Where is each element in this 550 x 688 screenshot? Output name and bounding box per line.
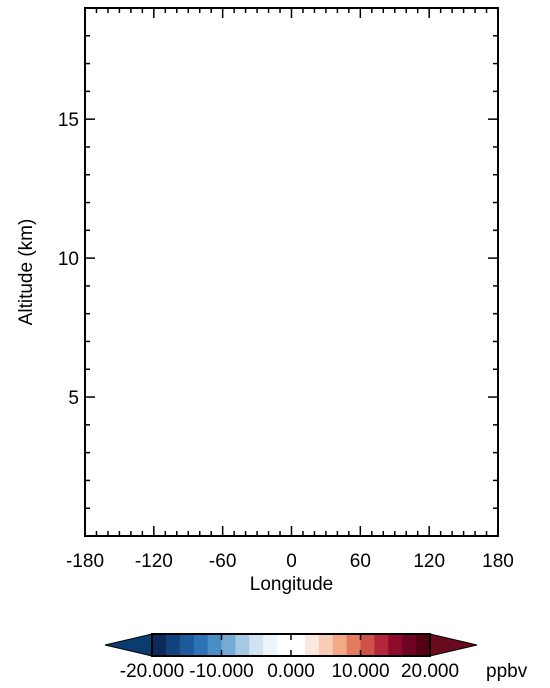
- colorbar-overflow-triangle: [429, 633, 478, 657]
- colorbar-cell: [304, 634, 320, 656]
- colorbar-tick-label: -20.000: [120, 661, 184, 682]
- colorbar-cells: [152, 634, 431, 656]
- y-axis-label: Altitude (km): [16, 219, 37, 326]
- x-tick-label: 0: [286, 551, 297, 572]
- colorbar-cell: [291, 634, 306, 656]
- colorbar-cell: [332, 634, 347, 656]
- colorbar-tick-label: 20.000: [401, 661, 459, 682]
- colorbar-tick-label: 10.000: [331, 661, 389, 682]
- y-axis-ticks: [85, 35, 498, 509]
- plot-area: -180 -120 -60 0 60 120 180 5 10 15: [58, 7, 514, 572]
- colorbar-cell: [152, 634, 167, 656]
- x-tick-label: -60: [209, 551, 236, 572]
- x-tick-label: -180: [66, 551, 104, 572]
- colorbar-tick-label: -10.000: [189, 661, 253, 682]
- x-tick-label: -120: [135, 551, 173, 572]
- colorbar-cell: [318, 634, 334, 656]
- colorbar-cell: [165, 634, 181, 656]
- x-tick-label: 180: [482, 551, 514, 572]
- x-axis-tick-labels: -180 -120 -60 0 60 120 180: [66, 551, 514, 572]
- colorbar-cell: [249, 634, 264, 656]
- y-axis-tick-labels: 5 10 15: [58, 110, 79, 409]
- colorbar-ticks: [151, 634, 431, 656]
- x-tick-label: 60: [350, 551, 371, 572]
- plot-frame: [84, 7, 499, 537]
- colorbar-cell: [374, 634, 389, 656]
- x-tick-label: 120: [413, 551, 445, 572]
- colorbar-cell: [360, 634, 375, 656]
- colorbar-unit-label: ppbv: [486, 661, 528, 682]
- colorbar-cell: [388, 634, 403, 656]
- colorbar-cell: [179, 634, 195, 656]
- x-axis-label: Longitude: [250, 574, 333, 595]
- y-tick-label: 10: [58, 249, 79, 270]
- colorbar-tick-label: 0.000: [267, 661, 315, 682]
- colorbar-cell: [235, 634, 250, 656]
- colorbar-cell: [193, 634, 208, 656]
- colorbar-cell: [277, 634, 292, 656]
- colorbar-cell: [402, 634, 417, 656]
- colorbar-cell: [263, 634, 278, 656]
- colorbar-cell: [207, 634, 222, 656]
- colorbar-underflow-triangle: [104, 633, 153, 657]
- colorbar: -20.000 -10.000 0.000 10.000 20.000 ppbv: [104, 633, 528, 682]
- colorbar-cell: [221, 634, 236, 656]
- y-tick-label: 15: [58, 110, 79, 131]
- colorbar-cell: [416, 634, 431, 656]
- colorbar-tick-labels: -20.000 -10.000 0.000 10.000 20.000: [120, 661, 459, 682]
- colorbar-cell: [346, 634, 361, 656]
- y-tick-label: 5: [68, 388, 79, 409]
- x-axis-ticks: [84, 8, 499, 536]
